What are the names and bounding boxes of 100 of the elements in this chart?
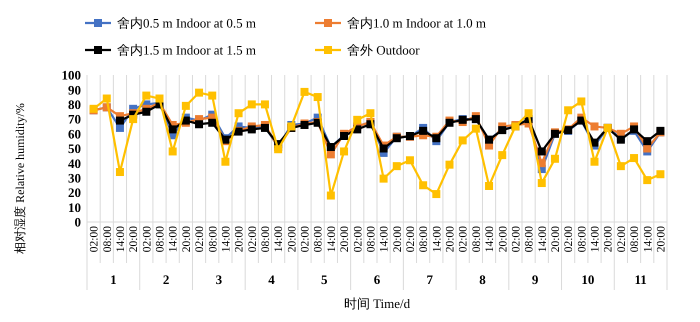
y-tick-label: 60 xyxy=(68,126,81,142)
x-tick-label: 20:00 xyxy=(497,226,510,252)
x-tick-label: 08:00 xyxy=(312,226,325,252)
y-tick-label: 50 xyxy=(68,141,81,156)
x-tick-label: 08:00 xyxy=(365,226,378,252)
x-tick-label: 02:00 xyxy=(141,226,154,252)
point xyxy=(208,118,216,127)
point xyxy=(524,109,533,118)
point xyxy=(208,92,216,100)
x-tick-label: 02:00 xyxy=(458,226,470,252)
x-tick-label: 08:00 xyxy=(629,226,642,252)
x-tick-label: 20:00 xyxy=(655,226,668,252)
point xyxy=(392,162,401,170)
x-tick-label: 14:00 xyxy=(326,226,338,252)
point xyxy=(472,124,480,133)
x-tick-label: 08:00 xyxy=(418,226,430,252)
point xyxy=(498,151,506,160)
point xyxy=(116,124,124,132)
point xyxy=(564,106,572,114)
point xyxy=(195,88,204,97)
x-tick-label: 20:00 xyxy=(550,226,562,252)
point xyxy=(142,108,150,116)
x-tick-label: 14:00 xyxy=(378,226,391,252)
y-axis-title: 相对湿度 Relative humidity/% xyxy=(13,103,27,254)
point xyxy=(446,160,454,169)
x-tick-label: 20:00 xyxy=(339,226,352,252)
x-tick-label: 02:00 xyxy=(194,226,206,252)
point xyxy=(326,192,335,200)
point xyxy=(550,154,559,163)
text: 2 xyxy=(162,272,170,287)
legend-label: 舍内1.5 m Indoor at 1.5 m xyxy=(117,42,256,58)
x-tick-label: 14:00 xyxy=(431,226,444,252)
x-tick-label: 08:00 xyxy=(524,226,536,252)
y-tick-label: 80 xyxy=(68,96,81,112)
text: 11 xyxy=(634,272,647,287)
x-tick-label: 14:00 xyxy=(273,226,286,252)
x-tick-label: 14:00 xyxy=(220,226,232,252)
point xyxy=(314,93,322,102)
x-tick-label: 20:00 xyxy=(128,226,140,252)
x-tick-label: 20:00 xyxy=(286,226,298,252)
x-axis-title: 时间 Time/d xyxy=(344,296,411,311)
point xyxy=(221,158,230,166)
point xyxy=(116,168,124,176)
x-tick-label: 02:00 xyxy=(616,226,628,252)
point xyxy=(643,176,652,184)
x-tick-label: 08:00 xyxy=(576,226,588,252)
y-tick-label: 100 xyxy=(62,68,81,83)
x-tick-label: 14:00 xyxy=(484,226,496,252)
point xyxy=(353,116,362,124)
point xyxy=(432,190,440,198)
point xyxy=(538,179,546,188)
text: 7 xyxy=(426,272,434,287)
point xyxy=(380,144,388,152)
point xyxy=(156,94,164,103)
point xyxy=(129,115,138,124)
point xyxy=(406,156,414,164)
point xyxy=(616,162,625,170)
point xyxy=(590,158,598,166)
point xyxy=(419,126,428,135)
point xyxy=(380,174,388,183)
y-tick-label: 90 xyxy=(68,82,81,98)
point xyxy=(142,92,150,100)
point xyxy=(102,94,111,103)
point xyxy=(538,147,546,156)
text: 4 xyxy=(268,272,276,287)
point xyxy=(656,170,664,178)
x-tick-label: 20:00 xyxy=(180,226,193,252)
x-tick-label: 14:00 xyxy=(590,226,602,252)
point xyxy=(195,120,204,128)
text: 3 xyxy=(216,272,223,287)
x-tick-label: 20:00 xyxy=(234,226,246,252)
point xyxy=(485,182,494,190)
point xyxy=(419,181,428,190)
y-tick-label: 10 xyxy=(68,200,81,215)
point xyxy=(168,147,177,156)
x-tick-label: 02:00 xyxy=(510,226,522,252)
y-tick-label: 40 xyxy=(68,156,81,171)
y-tick-label: 30 xyxy=(68,170,81,186)
legend-label: 舍内1.0 m Indoor at 1.0 m xyxy=(347,16,486,31)
text: 1 xyxy=(110,272,117,287)
x-tick-label: 20:00 xyxy=(392,226,404,252)
x-tick-label: 08:00 xyxy=(260,226,272,252)
x-tick-label: 02:00 xyxy=(246,226,259,252)
point xyxy=(260,100,269,108)
point xyxy=(168,125,177,134)
point xyxy=(248,100,256,108)
x-tick-label: 08:00 xyxy=(207,226,220,252)
y-tick-label: 70 xyxy=(68,112,81,127)
text: 5 xyxy=(321,272,328,287)
x-tick-label: 14:00 xyxy=(536,226,549,252)
text: 6 xyxy=(374,272,381,287)
x-tick-label: 14:00 xyxy=(114,226,127,252)
point xyxy=(590,122,598,130)
x-tick-label: 02:00 xyxy=(563,226,576,252)
legend-label: 舍外 Outdoor xyxy=(347,42,420,58)
x-tick-label: 14:00 xyxy=(642,226,654,252)
x-tick-label: 20:00 xyxy=(602,226,615,252)
text: 9 xyxy=(532,272,539,287)
point xyxy=(458,136,467,144)
x-tick-label: 20:00 xyxy=(444,226,457,252)
